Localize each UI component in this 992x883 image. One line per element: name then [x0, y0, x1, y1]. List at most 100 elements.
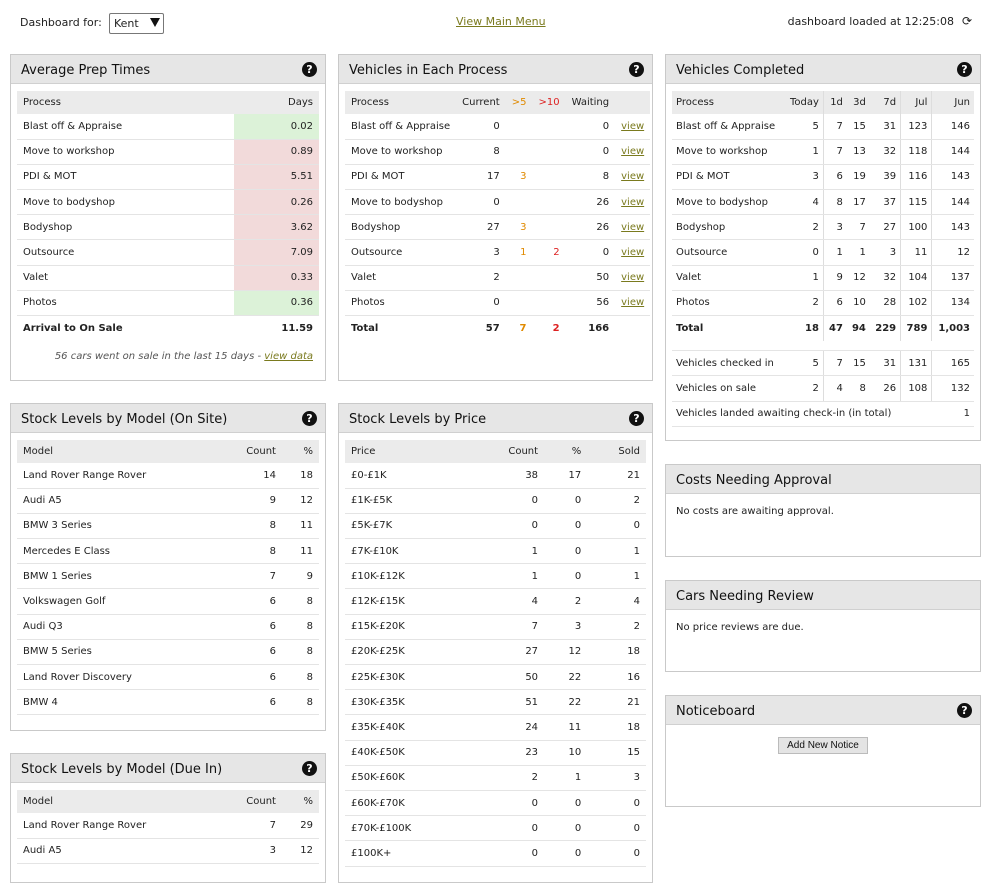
percent-value: 3 — [544, 614, 588, 640]
waiting-value: 56 — [565, 290, 616, 317]
days-value: 0.26 — [234, 189, 319, 216]
add-new-notice-button[interactable]: Add New Notice — [778, 737, 868, 754]
location-select[interactable]: Kent — [109, 13, 164, 34]
model-name: Land Rover Range Rover — [17, 813, 220, 839]
table-row: £50K-£60K 2 1 3 — [345, 765, 646, 791]
sold-value: 16 — [587, 664, 646, 691]
process-name: Move to workshop — [672, 139, 785, 165]
help-icon[interactable]: ? — [302, 411, 317, 426]
1d-value: 3 — [822, 214, 847, 241]
refresh-icon[interactable]: ⟳ — [961, 14, 972, 28]
today-value: 2 — [784, 375, 824, 402]
sold-value: 21 — [587, 689, 646, 716]
count-value: 23 — [471, 740, 545, 766]
help-icon[interactable]: ? — [629, 62, 644, 77]
over-10-value — [532, 214, 566, 241]
stock-due-table: Model Count% Land Rover Range Rover 7 29 Audi… — [17, 790, 319, 864]
help-icon[interactable]: ? — [629, 411, 644, 426]
today-value: 1 — [784, 139, 824, 165]
percent-value: 22 — [544, 689, 588, 716]
jun-value: 144 — [931, 139, 974, 165]
column-header: Jul — [900, 91, 932, 114]
waiting-value: 26 — [565, 214, 616, 241]
percent-value: 12 — [281, 488, 319, 514]
help-icon[interactable]: ? — [302, 761, 317, 776]
model-name: BMW 1 Series — [17, 563, 220, 590]
table-row: Blast off & Appraise 0 0 view — [345, 114, 651, 140]
7d-value: 27 — [869, 214, 901, 241]
jun-value: 146 — [931, 114, 974, 140]
process-name: Valet — [345, 265, 457, 291]
view-cell: view — [615, 265, 651, 291]
price-band: £1K-£5K — [345, 488, 472, 514]
1d-value: 7 — [822, 114, 847, 140]
waiting-value: 0 — [565, 114, 616, 140]
price-band: £100K+ — [345, 840, 472, 867]
process-name: Vehicles on sale — [672, 375, 785, 402]
table-row: Bodyshop 27 3 26 view — [345, 214, 651, 241]
waiting-value: 0 — [565, 239, 616, 266]
3d-value: 10 — [846, 290, 870, 317]
sold-value: 2 — [587, 614, 646, 640]
process-name: Blast off & Appraise — [17, 114, 235, 140]
1d-value: 7 — [822, 350, 847, 377]
jun-value: 132 — [931, 375, 974, 402]
review-panel: Cars Needing Review No price reviews are… — [665, 580, 981, 672]
view-cell: view — [615, 189, 651, 216]
count-value: 9 — [219, 488, 282, 514]
over-10-value — [532, 189, 566, 216]
view-data-link[interactable]: view data — [264, 350, 313, 362]
view-link[interactable]: view — [621, 196, 645, 208]
count-value: 51 — [471, 689, 545, 716]
view-link[interactable]: view — [621, 171, 645, 183]
waiting-value: 0 — [565, 139, 616, 165]
price-band: £20K-£25K — [345, 639, 472, 666]
view-link[interactable]: view — [621, 272, 645, 284]
view-link[interactable]: view — [621, 146, 645, 158]
view-link[interactable]: view — [621, 297, 645, 309]
location-value: Kent — [114, 17, 139, 30]
total-over-10-value: 2 — [552, 322, 560, 334]
3d-value: 12 — [846, 265, 870, 291]
percent-value: 12 — [281, 838, 319, 864]
waiting-value: 50 — [565, 265, 616, 291]
over-5-value: 1 — [505, 239, 533, 266]
price-band: £30K-£35K — [345, 689, 472, 716]
help-icon[interactable]: ? — [302, 62, 317, 77]
sold-value: 15 — [587, 740, 646, 766]
panel-title: Costs Needing Approval — [676, 473, 832, 488]
view-main-menu-link[interactable]: View Main Menu — [456, 15, 546, 28]
price-band: £15K-£20K — [345, 614, 472, 640]
column-header: Waiting — [565, 91, 616, 114]
view-cell: view — [615, 139, 651, 165]
count-value: 1 — [471, 563, 545, 590]
percent-value: 0 — [544, 790, 588, 817]
process-name: Photos — [17, 290, 235, 317]
count-value: 27 — [471, 639, 545, 666]
3d-value: 17 — [846, 189, 870, 216]
column-header: 3d — [846, 91, 870, 114]
current-value: 0 — [456, 189, 506, 216]
jul-value: 100 — [900, 214, 932, 241]
over-5-value — [505, 114, 533, 140]
3d-value: 19 — [846, 164, 870, 191]
help-icon[interactable]: ? — [957, 62, 972, 77]
process-name: Move to bodyshop — [17, 189, 235, 216]
model-name: Volkswagen Golf — [17, 588, 220, 615]
days-value: 5.51 — [234, 164, 319, 191]
table-row: Valet 1 9 12 32 104 137 — [672, 265, 974, 291]
dropdown-arrow-icon — [150, 18, 160, 27]
view-link[interactable]: view — [621, 247, 645, 259]
table-row: Move to bodyshop 4 8 17 37 115 144 — [672, 189, 974, 216]
table-row: Move to bodyshop 0 26 view — [345, 189, 651, 216]
help-icon[interactable]: ? — [957, 703, 972, 718]
price-band: £7K-£10K — [345, 538, 472, 565]
view-link[interactable]: view — [621, 221, 645, 233]
days-value: 0.33 — [234, 265, 319, 291]
3d-value: 15 — [846, 114, 870, 140]
model-name: Land Rover Range Rover — [17, 463, 220, 489]
view-link[interactable]: view — [621, 120, 645, 132]
column-header: % — [281, 440, 319, 463]
today-value: 0 — [784, 239, 824, 266]
